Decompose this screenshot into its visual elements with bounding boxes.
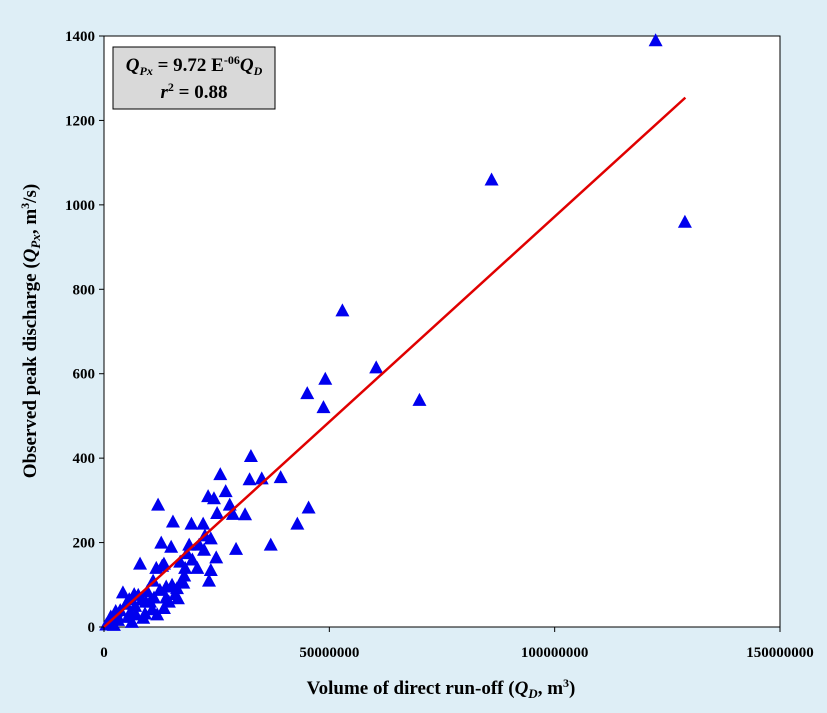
- annotation-box: [112, 46, 276, 110]
- eq-part: D: [253, 64, 263, 78]
- y-tick-label: 1200: [65, 113, 95, 129]
- eq-part: Q: [126, 55, 140, 76]
- x-axis-title: Volume of direct run-off (QD, m3): [307, 676, 576, 701]
- point: [209, 550, 224, 564]
- y-title-part: Observed peak discharge (: [20, 262, 41, 478]
- point: [165, 577, 180, 591]
- point: [161, 594, 176, 608]
- y-title-part: Q: [20, 248, 41, 262]
- eq-part: Px: [139, 64, 152, 78]
- point: [238, 507, 253, 521]
- point: [140, 584, 155, 598]
- point: [165, 514, 180, 528]
- point: [206, 491, 221, 505]
- y-title-part: 3: [18, 203, 32, 209]
- point: [149, 560, 164, 574]
- point: [170, 591, 185, 605]
- point: [185, 552, 200, 566]
- point: [484, 172, 499, 186]
- point: [648, 33, 663, 47]
- point: [203, 563, 218, 577]
- point: [300, 386, 315, 400]
- point: [412, 392, 427, 406]
- point: [136, 610, 151, 624]
- plot-area: [103, 35, 781, 628]
- y-tick-label: 1400: [65, 29, 95, 45]
- y-tick-label: 400: [73, 451, 96, 467]
- point: [213, 467, 228, 481]
- point: [184, 516, 199, 530]
- point: [176, 575, 191, 589]
- r-part: r: [161, 82, 169, 103]
- point: [151, 497, 166, 511]
- point: [119, 596, 134, 610]
- point: [222, 497, 237, 511]
- point: [173, 554, 188, 568]
- r-squared: r2 = 0.88: [161, 80, 228, 103]
- point: [133, 556, 148, 570]
- x-tick-label: 100000000: [521, 645, 589, 661]
- point: [273, 470, 288, 484]
- point: [192, 537, 207, 551]
- y-tick-label: 200: [73, 536, 96, 552]
- x-title-part: 3: [563, 676, 569, 690]
- point: [156, 556, 171, 570]
- x-tick-label: 50000000: [299, 645, 359, 661]
- point: [177, 568, 192, 582]
- point: [124, 614, 139, 628]
- fit-line: [103, 96, 687, 628]
- x-title-part: Q: [515, 678, 529, 699]
- point: [318, 371, 333, 385]
- point: [243, 449, 258, 463]
- x-title-part: ): [569, 678, 575, 699]
- eq-part: = 9.72 E: [153, 55, 224, 76]
- y-axis-title: Observed peak discharge (QPx, m3/s): [18, 184, 43, 478]
- point: [152, 582, 167, 596]
- point: [263, 537, 278, 551]
- x-title-part: D: [527, 686, 538, 701]
- point: [218, 484, 233, 498]
- point: [210, 506, 225, 520]
- point: [301, 500, 316, 514]
- point: [225, 506, 240, 520]
- y-tick-label: 600: [73, 367, 96, 383]
- point: [150, 607, 165, 621]
- marks: [99, 33, 692, 631]
- point: [164, 539, 179, 553]
- point: [316, 400, 331, 414]
- y-title-part: /s): [20, 184, 41, 204]
- y-tick-label: 800: [73, 282, 96, 298]
- x-title-part: Volume of direct run-off (: [307, 678, 515, 699]
- y-tick-label: 1000: [65, 198, 95, 214]
- equation: QPx = 9.72 E-06QD: [126, 53, 263, 78]
- point: [677, 214, 692, 228]
- point: [242, 472, 257, 486]
- point: [369, 360, 384, 374]
- point: [146, 573, 161, 587]
- r-part: = 0.88: [174, 82, 228, 103]
- point: [229, 541, 244, 555]
- point: [106, 617, 121, 631]
- r-part: 2: [168, 80, 174, 94]
- eq-part: Q: [240, 55, 254, 76]
- point: [190, 560, 205, 574]
- y-tick-label: 0: [88, 620, 96, 636]
- y-title-part: Px: [28, 234, 43, 249]
- eq-part: -06: [224, 53, 240, 67]
- point: [196, 516, 211, 530]
- point: [335, 303, 350, 317]
- y-title-part: , m: [20, 209, 41, 235]
- x-title-part: , m: [538, 678, 564, 699]
- point: [202, 573, 217, 587]
- point: [115, 585, 130, 599]
- point: [290, 516, 305, 530]
- x-tick-label: 0: [100, 645, 108, 661]
- point: [154, 535, 169, 549]
- x-tick-label: 150000000: [746, 645, 814, 661]
